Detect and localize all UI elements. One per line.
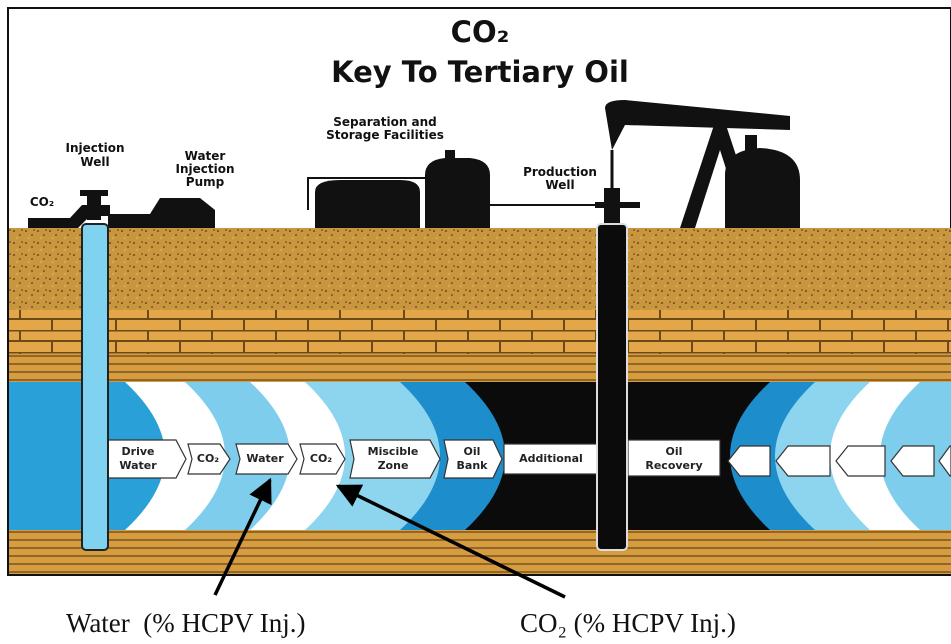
page: {"title": {"line1": "CO₂", "line2": "Key… <box>0 0 951 644</box>
pump-motor <box>725 148 800 228</box>
wellhead <box>604 188 620 228</box>
crank <box>745 135 757 155</box>
zone-label: Bank <box>457 459 489 472</box>
title-line: Key To Tertiary Oil <box>331 55 629 89</box>
zone-label: Oil <box>666 445 683 458</box>
surface-label: Separation and <box>333 115 437 129</box>
strata-layer <box>9 354 951 382</box>
zone-label: Zone <box>378 459 409 472</box>
annotation: Water (% HCPV Inj.) <box>66 608 306 638</box>
zone-label: CO₂ <box>310 452 332 465</box>
zone-label: Water <box>246 452 284 465</box>
storage-tank <box>315 180 420 228</box>
zone-label: Additional <box>519 452 583 465</box>
injection-well <box>82 224 108 550</box>
surface-label: Storage Facilities <box>326 128 444 142</box>
surface-label: Injection <box>65 141 124 155</box>
diagram: CO₂ Key To Tertiary Oil CO₂ Injection We… <box>0 0 951 644</box>
annotation: CO₂ (% HCPV Inj.) <box>520 608 736 638</box>
zone-label: Recovery <box>645 459 702 472</box>
brick-layer <box>9 310 951 354</box>
surface-label: Injection <box>175 162 234 176</box>
zone-label: Drive <box>122 445 155 458</box>
surface-label: Pump <box>186 175 225 189</box>
separation-tank <box>425 158 490 228</box>
base-layer <box>9 530 951 574</box>
surface-label: Well <box>80 155 109 169</box>
surface-label: CO₂ <box>30 195 54 209</box>
surface-label: Production <box>523 165 597 179</box>
wellhead-valve <box>80 190 108 196</box>
soil-layer <box>9 228 951 310</box>
zone-label: Water <box>119 459 157 472</box>
title-line: CO₂ <box>451 15 510 49</box>
production-well <box>597 224 627 550</box>
zone-label: Oil <box>464 445 481 458</box>
arrow <box>776 446 830 476</box>
zone-label: Miscible <box>368 445 419 458</box>
surface-label: Well <box>545 178 574 192</box>
zone-label: CO₂ <box>197 452 219 465</box>
surface-label: Water <box>185 149 226 163</box>
tank-cap <box>445 150 455 160</box>
